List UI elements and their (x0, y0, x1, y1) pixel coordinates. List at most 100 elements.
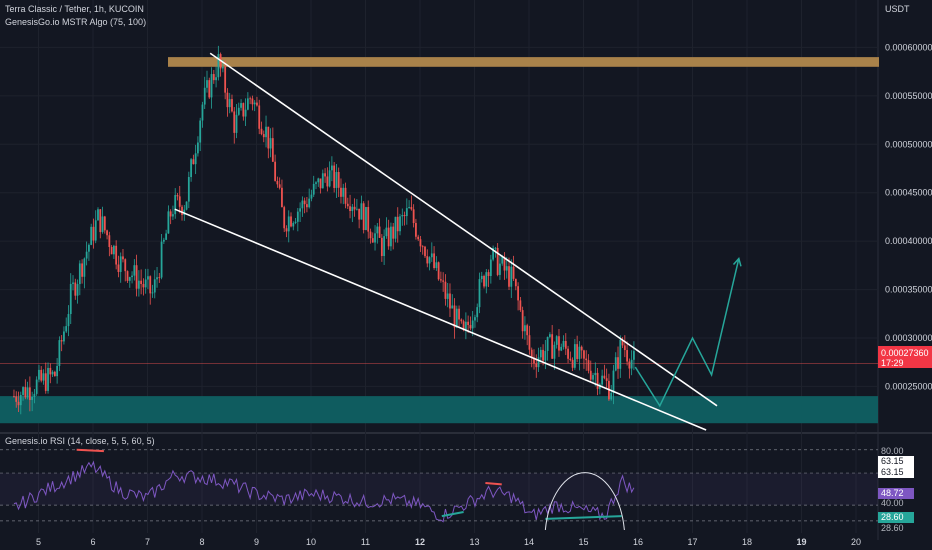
candle-body (476, 307, 479, 318)
candle-body (72, 282, 74, 284)
rsi-divergence-peak (76, 448, 104, 453)
candle-body (112, 245, 115, 255)
candle-body (174, 195, 177, 215)
candle-body (437, 262, 440, 280)
candle-body (508, 266, 510, 287)
candle-body (28, 387, 31, 401)
candle-body (492, 248, 495, 260)
candle-body (403, 215, 406, 217)
candle-body (462, 321, 465, 330)
candle-body (203, 87, 206, 105)
candle-body (212, 74, 215, 81)
rsi-title[interactable]: Genesis.io RSI (14, close, 5, 5, 60, 5) (5, 436, 155, 446)
candle-body (40, 369, 43, 381)
candle-body (135, 265, 138, 289)
price-zones (0, 57, 879, 424)
candle-body (271, 138, 274, 162)
candle-body (165, 233, 168, 240)
candle-body (13, 396, 15, 397)
candle-body (262, 134, 265, 138)
symbol-title[interactable]: Terra Classic / Tether, 1h, KUCOIN (5, 4, 144, 14)
candle-body (249, 98, 252, 100)
candle-body (117, 264, 120, 272)
candle-countdown: 17:29 (881, 358, 904, 368)
candle-body (206, 80, 208, 88)
candle-body (158, 277, 161, 279)
candle-body (596, 372, 599, 389)
candle-body (430, 253, 433, 258)
time-axis: 5 6 7 8 9 10 11 12 13 14 15 16 17 18 19 20 (36, 537, 861, 547)
candle-body (562, 340, 565, 347)
candle-body (33, 393, 36, 397)
candle-body (194, 153, 197, 165)
projection-arrowhead (732, 257, 742, 267)
time-tick-label: 19 (796, 537, 806, 547)
indicator-title[interactable]: GenesisGo.io MSTR Algo (75, 100) (5, 17, 147, 27)
candle-body (340, 187, 342, 197)
candle-body (26, 387, 29, 398)
candle-body (242, 103, 245, 117)
candle-body (35, 379, 38, 394)
candle-body (458, 308, 460, 320)
candle-body (83, 258, 86, 277)
candle-body (410, 207, 413, 210)
candle-body (317, 178, 320, 183)
candle-body (558, 336, 560, 351)
time-tick-label: 11 (361, 537, 370, 547)
candle-body (394, 216, 397, 239)
candle-body (151, 292, 154, 294)
candle-body (94, 220, 97, 241)
price-tick-label: 0.00030000 (885, 333, 932, 343)
time-tick-label: 7 (145, 537, 150, 547)
candle-body (308, 198, 311, 208)
candle-body (396, 216, 399, 232)
price-unit: USDT (885, 4, 910, 14)
candle-body (444, 281, 447, 299)
candle-body (503, 256, 506, 271)
candle-body (501, 256, 504, 264)
candle-body (455, 308, 458, 328)
candle-body (76, 284, 79, 296)
candle-body (310, 194, 313, 199)
candle-body (296, 211, 299, 222)
candle-body (51, 371, 54, 375)
candle-body (44, 373, 47, 391)
candle-body (524, 325, 526, 332)
candle-body (335, 172, 338, 188)
candle-body (258, 105, 261, 129)
candle-body (351, 206, 354, 212)
candle-body (480, 275, 483, 280)
candle-body (578, 346, 581, 359)
candle-body (197, 142, 199, 154)
candle-body (85, 251, 88, 259)
candle-body (439, 279, 442, 281)
candle-body (292, 222, 295, 227)
candle-body (426, 256, 429, 264)
candle-body (542, 349, 544, 361)
candle-body (544, 350, 547, 361)
candle-body (451, 305, 454, 309)
candle-body (460, 319, 463, 322)
candle-body (510, 266, 513, 287)
candle-body (605, 378, 608, 381)
candle-body (610, 393, 613, 400)
candle-body (344, 187, 347, 204)
candle-body (181, 206, 183, 215)
candle-body (108, 235, 111, 247)
rsi-level-28: 28.60 (881, 523, 904, 533)
candle-body (99, 209, 102, 233)
candle-body (326, 176, 329, 187)
candle-body (587, 360, 590, 371)
candle-body (387, 227, 390, 247)
candle-body (265, 126, 267, 138)
candle-body (210, 74, 213, 98)
candle-body (537, 357, 540, 368)
candle-body (551, 334, 554, 359)
candle-body (353, 206, 356, 210)
candle-body (390, 226, 392, 247)
candle-body (221, 66, 224, 69)
rsi-level-40: 40.00 (881, 498, 904, 508)
candle-body (147, 276, 149, 280)
candle-body (283, 207, 286, 229)
